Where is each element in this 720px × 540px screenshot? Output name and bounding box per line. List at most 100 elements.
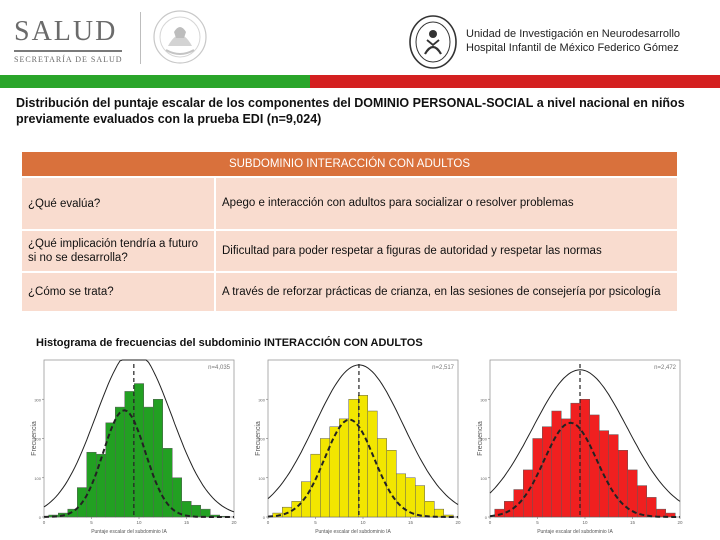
histogram-bar [172, 477, 182, 518]
histogram-bar [561, 418, 571, 518]
y-tick-label: 300 [258, 397, 265, 402]
sample-size-label: n=4,035 [208, 365, 231, 371]
histogram-bar [434, 508, 444, 518]
density-curve [489, 421, 680, 518]
histogram-green: 0 100 200 300 0 5 10 15 20 Frecuencia Puntaje esca… [30, 352, 240, 540]
header-red-bar [310, 75, 720, 88]
histogram-bar [494, 508, 505, 518]
hospital-seal-icon [408, 14, 458, 70]
x-axis-label: Puntaje escalar del subdominio IA [315, 529, 391, 535]
histogram-bar [608, 434, 619, 518]
histogram-bar [532, 438, 543, 518]
row-answer: A través de reforzar prácticas de crianz… [222, 285, 661, 298]
histogram-bar [627, 469, 638, 518]
histogram-bar [191, 504, 201, 518]
x-tick-label: 20 [455, 520, 461, 525]
histogram-bar [386, 450, 397, 518]
histogram-bar [339, 418, 349, 518]
y-axis-label: Frecuencia [477, 421, 484, 456]
y-tick-label: 200 [480, 437, 487, 442]
row-answer: Dificultad para poder respetar a figuras… [222, 244, 602, 257]
histogram-bar [153, 399, 163, 518]
x-axis-label: Puntaje escalar del subdominio IA [537, 529, 613, 535]
header-green-bar [0, 75, 310, 88]
histogram-bar [646, 497, 657, 518]
histogram-bar [551, 410, 562, 518]
institution-name: Unidad de Investigación en Neurodesarrol… [466, 27, 680, 55]
row-question: ¿Qué implicación tendría a futuro si no … [22, 231, 216, 271]
histogram-bar [523, 469, 533, 518]
histogram-bar [105, 422, 116, 518]
x-tick-label: 15 [408, 520, 414, 525]
x-tick-label: 5 [90, 520, 93, 525]
y-tick-label: 100 [258, 476, 265, 481]
y-tick-label: 0 [39, 515, 42, 520]
row-question: ¿Qué evalúa? [22, 178, 216, 229]
histogram-bar [504, 501, 514, 518]
y-tick-label: 100 [480, 476, 487, 481]
histogram-bar [200, 508, 211, 518]
table-row: ¿Cómo se trata? A través de reforzar prá… [22, 271, 677, 311]
row-answer: Apego e interacción con adultos para soc… [222, 197, 574, 209]
x-tick-label: 15 [630, 520, 636, 525]
sample-size-label: n=2,517 [432, 365, 455, 371]
y-tick-label: 300 [480, 397, 487, 402]
histogram-bar [415, 485, 425, 518]
histogram-bar [570, 402, 581, 518]
x-tick-label: 15 [184, 520, 190, 525]
x-tick-label: 0 [267, 520, 270, 525]
histogram-bar [637, 485, 647, 518]
x-tick-label: 0 [489, 520, 492, 525]
y-tick-label: 200 [258, 437, 265, 442]
logo-rule [14, 50, 122, 52]
subdomain-table: SUBDOMINIO INTERACCIÓN CON ADULTOS ¿Qué … [22, 152, 677, 311]
sample-size-label: n=2,472 [654, 365, 677, 371]
histogram-bar [358, 395, 368, 518]
histogram-bar [329, 426, 340, 518]
header-divider [140, 12, 141, 64]
salud-logo: SALUD SECRETARÍA DE SALUD [14, 18, 126, 64]
table-row: ¿Qué implicación tendría a futuro si no … [22, 229, 677, 271]
national-emblem-icon [146, 8, 214, 66]
histogram-bar [134, 383, 144, 518]
histogram-bar [405, 477, 416, 518]
histogram-bar [396, 473, 406, 518]
histogram-bar [665, 512, 676, 518]
histogram-red: 0 100 200 300 0 5 10 15 20 Frecuencia Puntaje esca… [476, 352, 686, 540]
histogram-bar [115, 406, 125, 518]
logo-word: SALUD [14, 16, 118, 47]
normal-curve [43, 359, 235, 513]
histogram-bar [589, 414, 600, 518]
histogram-bar [96, 453, 106, 518]
x-tick-label: 20 [231, 520, 237, 525]
histogram-bar [86, 451, 97, 518]
histogram-bar [424, 501, 435, 518]
histogram-green-svg: 0 100 200 300 0 5 10 15 20 Frecuencia Puntaje esca… [31, 359, 237, 535]
histogram-bar [348, 399, 359, 518]
x-axis-label: Puntaje escalar del subdominio IA [91, 529, 167, 535]
x-tick-label: 10 [136, 520, 142, 525]
normal-curve [489, 369, 681, 502]
institution-line-1: Unidad de Investigación en Neurodesarrol… [466, 28, 681, 40]
histograms-title: Histograma de frecuencias del subdominio… [36, 337, 423, 349]
density-curve [44, 409, 234, 518]
histogram-bar [162, 448, 173, 518]
row-question: ¿Cómo se trata? [22, 273, 216, 311]
logo-subtitle: SECRETARÍA DE SALUD [14, 55, 123, 64]
y-tick-label: 100 [34, 476, 41, 481]
institution-line-2: Hospital Infantil de México Federico Góm… [466, 42, 679, 54]
y-tick-label: 300 [34, 397, 41, 402]
histogram-bar [580, 399, 590, 518]
table-row: ¿Qué evalúa? Apego e interacción con adu… [22, 176, 677, 229]
y-axis-label: Frecuencia [255, 421, 262, 456]
x-tick-label: 5 [314, 520, 317, 525]
histogram-bar [301, 481, 311, 518]
y-tick-label: 200 [34, 437, 41, 442]
x-tick-label: 5 [536, 520, 539, 525]
x-tick-label: 10 [582, 520, 588, 525]
x-tick-label: 10 [360, 520, 366, 525]
x-tick-label: 20 [677, 520, 683, 525]
table-header: SUBDOMINIO INTERACCIÓN CON ADULTOS [22, 152, 677, 176]
histogram-red-svg: 0 100 200 300 0 5 10 15 20 Frecuencia Puntaje esca… [477, 359, 683, 535]
slide-title: Distribución del puntaje escalar de los … [16, 96, 685, 126]
